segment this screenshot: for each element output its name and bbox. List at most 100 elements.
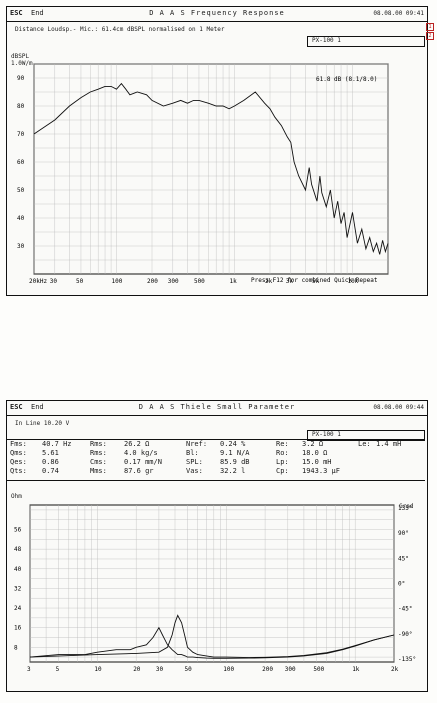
y-axis-left-title: Ohm	[11, 493, 22, 500]
y-tick-label: 60	[17, 159, 25, 166]
y2-tick-label: -135°	[398, 656, 416, 663]
param-key: Re:	[276, 440, 289, 448]
x-tick-label: 200	[262, 666, 273, 673]
y-tick-label: 40	[17, 215, 25, 222]
param-value: 26.2 Ω	[124, 440, 150, 448]
x-tick-label: 50	[184, 666, 192, 673]
y2-tick-label: -90°	[398, 631, 412, 638]
side-mark-2: 2	[426, 32, 434, 40]
param-value: 0.17 mm/N	[124, 458, 162, 466]
y-axis-title: dBSPL	[11, 53, 30, 60]
x-tick-label: 100	[111, 278, 122, 285]
y-tick-label: 48	[14, 546, 22, 553]
x-tick-label: 2k	[391, 666, 399, 673]
esc-button[interactable]: ESC	[10, 9, 23, 17]
frequency-response-curve	[33, 82, 389, 255]
timestamp: 08.08.00 09:44	[373, 404, 424, 411]
model-box: PX-100 1	[307, 36, 425, 47]
window-title: D A A S Thiele Small Parameter	[138, 403, 296, 411]
param-key: Bl:	[186, 449, 199, 457]
x-tick-label: 5k	[312, 278, 320, 285]
y-tick-label: 30	[17, 243, 25, 250]
y2-tick-label: 135°	[398, 505, 412, 512]
param-value: 1943.3 µF	[302, 467, 340, 475]
x-tick-label: 1k	[229, 278, 237, 285]
model-label: PX-100 1	[312, 37, 341, 44]
x-tick-label: 1k	[352, 666, 360, 673]
x-tick-label: 2k	[265, 278, 273, 285]
x-tick-label: 30	[156, 666, 164, 673]
y-tick-label: 50	[17, 187, 25, 194]
param-key: Mms:	[90, 467, 107, 475]
x-tick-label: 10k	[347, 278, 358, 285]
x-tick-label: 20	[133, 666, 141, 673]
x-tick-label: 500	[313, 666, 324, 673]
x-tick-label: 3k	[286, 278, 294, 285]
window-title: D A A S Frequency Response	[149, 9, 285, 17]
x-tick-label: 300	[168, 278, 179, 285]
y2-tick-label: -45°	[398, 606, 412, 613]
param-key: Cms:	[90, 458, 107, 466]
y-axis-right-title: Grad	[399, 503, 414, 510]
param-value: 15.0 mH	[302, 458, 332, 466]
y-tick-label: 16	[14, 625, 22, 632]
param-value: 0.24 %	[220, 440, 246, 448]
y-tick-label: 24	[14, 605, 22, 612]
plot-frame	[33, 63, 389, 275]
param-key: Qms:	[10, 449, 27, 457]
chart-footer: Press F12 for combined Quick Repeat	[251, 277, 378, 284]
y-tick-label: 32	[14, 585, 22, 592]
param-key: Lp:	[276, 458, 289, 466]
param-key: Vas:	[186, 467, 203, 475]
x-tick-label: 50	[76, 278, 84, 285]
param-key: Ro:	[276, 449, 289, 457]
param-value: 0.86	[42, 458, 59, 466]
impedance-curve	[29, 626, 395, 659]
y2-tick-label: 90°	[398, 530, 409, 537]
param-key: Fms:	[10, 440, 27, 448]
param-key: Cp:	[276, 467, 289, 475]
y-axis-unit: 1.0W/m	[11, 60, 33, 67]
x-tick-label: 10	[94, 666, 102, 673]
title-bar: ESC End D A A S Thiele Small Parameter 0…	[7, 401, 427, 416]
param-value: 1.4 mH	[376, 440, 402, 448]
frequency-response-chart: 90 80 70 60 50 40 30 30 50 100 200 300 500 1k 2k 3k 5k 1…	[17, 63, 389, 285]
end-button[interactable]: End	[31, 403, 44, 411]
param-key: Rms:	[90, 440, 107, 448]
param-value: 4.0 kg/s	[124, 449, 158, 457]
x-tick-label: 100	[223, 666, 234, 673]
model-label: PX-100 1	[312, 431, 341, 438]
param-value: 0.74	[42, 467, 59, 475]
param-value: 18.0 Ω	[302, 449, 328, 457]
x-tick-label: 20kHz	[29, 278, 47, 285]
param-value: 3.2 Ω	[302, 440, 324, 448]
side-mark-1: 1	[426, 23, 434, 31]
x-tick-label: 500	[194, 278, 205, 285]
x-tick-label: 200	[147, 278, 158, 285]
y2-tick-label: 45°	[398, 555, 409, 562]
thiele-small-window: ESC End D A A S Thiele Small Parameter 0…	[6, 400, 428, 692]
impedance-curve-added-mass	[29, 614, 395, 659]
x-tick-label: 5	[56, 666, 60, 673]
plot-frame	[29, 504, 395, 663]
end-button[interactable]: End	[31, 9, 44, 17]
title-bar: ESC End D A A S Frequency Response 08.08…	[7, 7, 427, 22]
parameter-table	[7, 439, 425, 481]
timestamp: 08.08.00 09:41	[373, 10, 424, 17]
model-box: PX-100 1	[307, 430, 425, 441]
x-tick-label: 3	[27, 666, 31, 673]
param-value: 5.61	[42, 449, 59, 457]
y-tick-label: 70	[17, 131, 25, 138]
param-value: 85.9 dB	[220, 458, 250, 466]
frequency-response-window: ESC End D A A S Frequency Response 08.08…	[6, 6, 434, 296]
param-value: 40.7 Hz	[42, 440, 72, 448]
y-tick-label: 56	[14, 527, 22, 534]
param-value: 9.1 N/A	[220, 449, 250, 457]
x-tick-label: 30	[50, 278, 58, 285]
esc-button[interactable]: ESC	[10, 403, 23, 411]
param-key: Le:	[358, 440, 371, 448]
param-key: Qes:	[10, 458, 27, 466]
x-tick-label: 300	[285, 666, 296, 673]
y-tick-label: 40	[14, 566, 22, 573]
